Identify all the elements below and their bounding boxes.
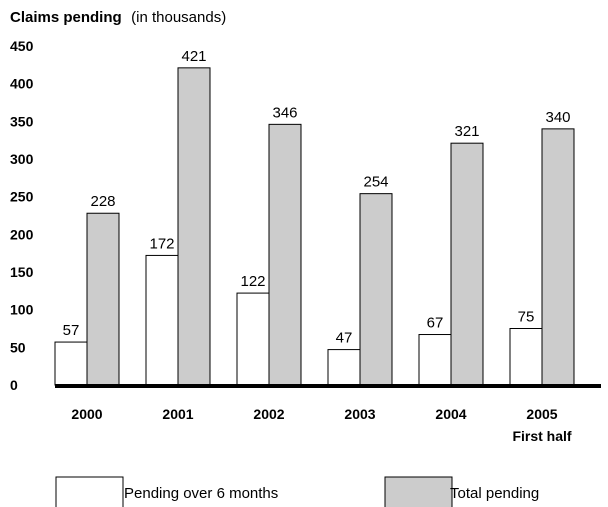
y-tick-label: 450 <box>10 38 34 54</box>
x-tick-label: 2005 <box>526 406 557 422</box>
data-label: 228 <box>90 193 115 210</box>
x-axis: 2000 2001 2002 2003 2004 2005 First half <box>71 406 571 444</box>
x-tick-label: 2002 <box>253 406 284 422</box>
y-tick-label: 250 <box>10 189 34 205</box>
data-label: 254 <box>363 174 388 191</box>
baseline <box>55 384 601 388</box>
y-tick-label: 100 <box>10 302 34 318</box>
y-tick-label: 0 <box>10 377 18 393</box>
x-tick-label: 2003 <box>344 406 375 422</box>
x-tick-label: 2000 <box>71 406 102 422</box>
legend-swatch <box>55 476 124 507</box>
legend-label: Total pending <box>450 485 539 502</box>
chart-title-unit: (in thousands) <box>131 9 226 26</box>
data-label: 67 <box>427 315 444 332</box>
bar-total-pending <box>86 212 120 386</box>
chart-title-main: Claims pending <box>10 9 122 26</box>
legend-label: Pending over 6 months <box>124 485 278 502</box>
data-label: 122 <box>240 273 265 290</box>
y-tick-label: 50 <box>10 339 26 355</box>
data-label: 340 <box>545 109 570 126</box>
x-tick-label: 2001 <box>162 406 193 422</box>
y-tick-label: 300 <box>10 151 34 167</box>
y-tick-label: 400 <box>10 76 34 92</box>
bar-pending-over-6-months <box>145 254 179 386</box>
y-axis: 0 50 100 150 200 250 300 350 400 450 <box>10 38 34 393</box>
bar-pending-over-6-months <box>509 328 543 386</box>
y-tick-label: 150 <box>10 264 34 280</box>
bar-total-pending <box>268 123 302 386</box>
y-tick-label: 350 <box>10 113 34 129</box>
bar-pending-over-6-months <box>327 349 361 386</box>
chart-title: Claims pending (in thousands) <box>10 9 226 26</box>
x-tick-label: 2004 <box>435 406 466 422</box>
x-tick-sublabel: First half <box>512 428 571 444</box>
x-axis-baseline <box>55 384 601 388</box>
y-tick-label: 200 <box>10 226 34 242</box>
legend: Pending over 6 months Total pending <box>55 476 539 507</box>
bar-pending-over-6-months <box>54 341 88 386</box>
data-label: 47 <box>336 330 353 347</box>
bars: 57 228 172 421 122 346 47 254 67 321 75 340 <box>54 48 575 386</box>
data-label: 421 <box>181 48 206 65</box>
bar-total-pending <box>450 142 484 386</box>
bar-total-pending <box>177 67 211 386</box>
bar-pending-over-6-months <box>418 334 452 386</box>
data-label: 57 <box>63 322 80 339</box>
data-label: 75 <box>518 309 535 326</box>
bar-pending-over-6-months <box>236 292 270 386</box>
data-label: 172 <box>149 235 174 252</box>
legend-swatch <box>384 476 453 507</box>
bar-total-pending <box>359 193 393 386</box>
data-label: 321 <box>454 123 479 140</box>
data-label: 346 <box>272 104 297 121</box>
bar-total-pending <box>541 128 575 386</box>
